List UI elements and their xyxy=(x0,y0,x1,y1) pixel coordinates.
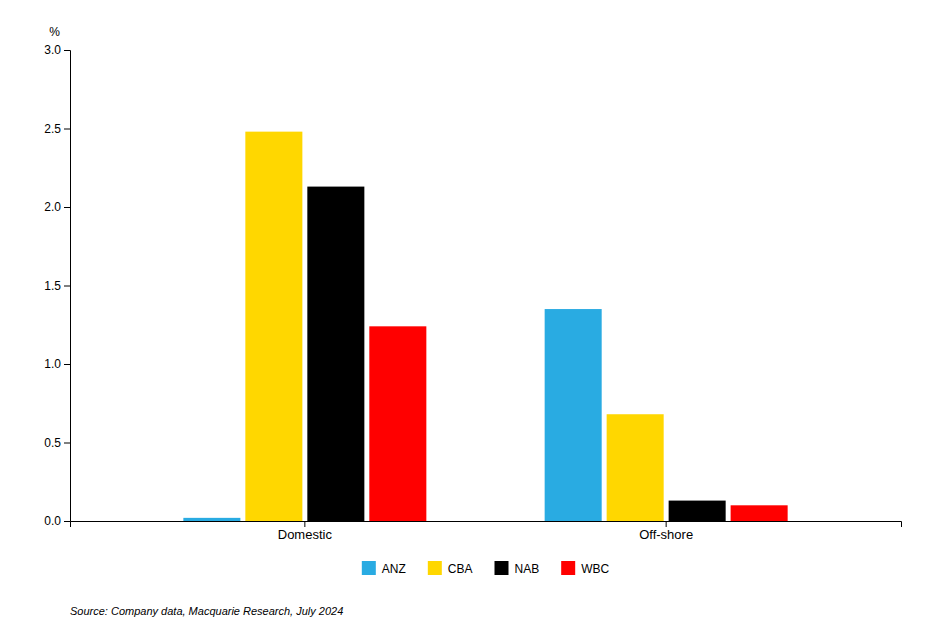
y-axis-label: % xyxy=(49,25,60,39)
x-axis-line xyxy=(71,522,902,528)
bars xyxy=(183,132,787,521)
legend-item: WBC xyxy=(561,561,609,576)
bar xyxy=(545,309,602,521)
y-tick-mark xyxy=(64,207,70,208)
y-tick-mark xyxy=(64,129,70,130)
bar xyxy=(669,501,726,521)
bar xyxy=(607,414,664,521)
y-tick-mark xyxy=(64,364,70,365)
bar xyxy=(731,505,788,521)
y-tick-label: 1.5 xyxy=(44,279,61,293)
y-axis-line xyxy=(64,51,71,522)
x-tick: Domestic xyxy=(278,521,333,542)
y-tick: 0.0 xyxy=(44,514,70,528)
legend-item: CBA xyxy=(428,561,473,576)
y-tick-label: 3.0 xyxy=(44,43,61,57)
y-tick-mark xyxy=(64,521,70,522)
y-tick-label: 2.5 xyxy=(44,122,61,136)
chart-container: 0.0 0.5 1.0 1.5 2.0 2.5 3.0 Domestic Off-shore% A… xyxy=(0,0,941,631)
y-tick-label: 2.0 xyxy=(44,200,61,214)
y-tick: 1.0 xyxy=(44,357,70,371)
x-tick-label: Domestic xyxy=(278,527,333,542)
legend-item: ANZ xyxy=(362,561,406,576)
plot-area: 0.0 0.5 1.0 1.5 2.0 2.5 3.0 Domestic Off-shore% xyxy=(44,25,901,542)
y-tick-mark xyxy=(64,50,70,51)
y-tick: 1.5 xyxy=(44,279,70,293)
bar xyxy=(369,326,426,521)
bar xyxy=(245,132,302,521)
legend-swatch xyxy=(362,561,376,575)
y-tick-mark xyxy=(64,286,70,287)
legend-swatch xyxy=(561,561,575,575)
legend-swatch xyxy=(428,561,442,575)
x-tick: Off-shore xyxy=(639,521,693,542)
legend-label: ANZ xyxy=(382,562,406,576)
y-tick: 2.5 xyxy=(44,122,70,136)
x-tick-mark xyxy=(304,521,305,527)
bar-series xyxy=(245,132,663,521)
y-axis: 0.0 0.5 1.0 1.5 2.0 2.5 3.0 xyxy=(44,43,70,528)
legend-item: NAB xyxy=(495,561,540,576)
y-tick-label: 0.5 xyxy=(44,436,61,450)
bar xyxy=(307,187,364,521)
y-tick: 3.0 xyxy=(44,43,70,57)
legend: ANZ CBA NAB WBC xyxy=(362,561,610,576)
legend-swatch xyxy=(495,561,509,575)
annotation: Source: Company data, Macquarie Research… xyxy=(70,605,343,617)
y-tick: 2.0 xyxy=(44,200,70,214)
y-tick-label: 1.0 xyxy=(44,357,61,371)
bar-series xyxy=(369,326,787,521)
y-tick: 0.5 xyxy=(44,436,70,450)
x-tick-label: Off-shore xyxy=(639,527,693,542)
x-axis: Domestic Off-shore xyxy=(71,521,902,542)
x-tick-mark xyxy=(666,521,667,527)
chart-svg: 0.0 0.5 1.0 1.5 2.0 2.5 3.0 Domestic Off-shore% A… xyxy=(0,0,941,631)
legend-label: WBC xyxy=(581,562,609,576)
bar-series xyxy=(307,187,725,521)
legend-label: NAB xyxy=(515,562,540,576)
bar xyxy=(183,518,240,521)
y-tick-label: 0.0 xyxy=(44,514,61,528)
y-tick-mark xyxy=(64,443,70,444)
legend-label: CBA xyxy=(448,562,473,576)
